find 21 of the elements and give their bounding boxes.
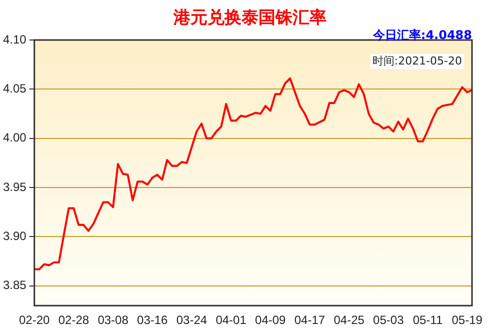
x-tick-label: 04-25 — [334, 313, 365, 328]
x-tick-label: 02-28 — [58, 313, 90, 328]
chart-subtitle: 今日汇率:4.0488 — [372, 27, 472, 44]
x-tick-label: 04-09 — [255, 313, 286, 328]
y-tick-label: 4.05 — [2, 82, 27, 96]
x-tick-label: 03-24 — [176, 313, 208, 328]
y-tick-label: 3.95 — [2, 180, 27, 194]
chart-title: 港元兑换泰国铢汇率 — [172, 7, 328, 29]
annotation: 时间:2021-05-20 — [372, 54, 462, 68]
x-tick-label: 05-03 — [373, 313, 404, 328]
x-tick-label: 03-08 — [98, 313, 129, 328]
y-tick-label: 3.90 — [2, 229, 27, 244]
x-tick-label: 04-01 — [216, 313, 247, 328]
x-tick-label: 04-17 — [294, 313, 326, 328]
x-tick-label: 05-11 — [412, 313, 443, 328]
x-tick-label: 05-19 — [452, 313, 483, 328]
x-tick-label: 03-16 — [137, 313, 168, 328]
y-tick-label: 3.85 — [2, 278, 27, 292]
x-tick-label: 02-20 — [19, 313, 50, 328]
y-tick-label: 4.10 — [2, 32, 27, 46]
y-tick-label: 4.00 — [2, 130, 27, 145]
